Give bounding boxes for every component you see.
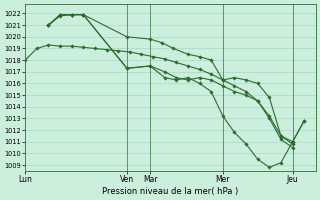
X-axis label: Pression niveau de la mer( hPa ): Pression niveau de la mer( hPa ) [102, 187, 239, 196]
